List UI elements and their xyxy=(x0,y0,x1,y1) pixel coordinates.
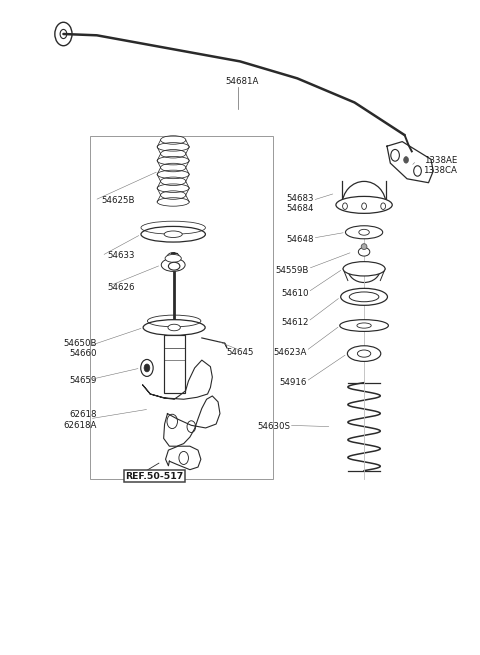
Text: 54659: 54659 xyxy=(70,377,97,386)
Text: 54916: 54916 xyxy=(279,379,307,388)
Ellipse shape xyxy=(341,288,387,305)
Text: 54681A: 54681A xyxy=(226,77,259,86)
Bar xyxy=(164,335,185,393)
Text: 54625B: 54625B xyxy=(101,196,135,205)
Circle shape xyxy=(404,157,408,163)
Text: REF.50-517: REF.50-517 xyxy=(125,472,184,481)
Ellipse shape xyxy=(161,258,185,271)
Text: 54623A: 54623A xyxy=(274,348,307,357)
Ellipse shape xyxy=(165,254,181,262)
Ellipse shape xyxy=(358,350,371,357)
Circle shape xyxy=(144,364,150,372)
Text: 54683
54684: 54683 54684 xyxy=(287,194,314,214)
Ellipse shape xyxy=(141,227,205,242)
Text: 54633: 54633 xyxy=(108,252,135,260)
Ellipse shape xyxy=(346,226,383,239)
Bar xyxy=(90,136,274,479)
Ellipse shape xyxy=(340,320,388,331)
Ellipse shape xyxy=(361,244,367,250)
Ellipse shape xyxy=(357,323,371,328)
Text: 54648: 54648 xyxy=(287,235,314,244)
Ellipse shape xyxy=(349,292,379,302)
Text: 54559B: 54559B xyxy=(276,266,309,274)
Text: 54612: 54612 xyxy=(282,318,309,328)
Ellipse shape xyxy=(336,196,392,214)
Ellipse shape xyxy=(168,324,180,331)
Text: 1338AE
1338CA: 1338AE 1338CA xyxy=(423,156,457,176)
Ellipse shape xyxy=(359,229,369,235)
Ellipse shape xyxy=(348,346,381,362)
Text: 54610: 54610 xyxy=(282,289,309,298)
Text: 54650B
54660: 54650B 54660 xyxy=(63,339,97,358)
Text: 54626: 54626 xyxy=(108,282,135,291)
Ellipse shape xyxy=(359,248,370,256)
Ellipse shape xyxy=(168,262,180,270)
Ellipse shape xyxy=(343,261,385,276)
Text: 54630S: 54630S xyxy=(257,422,290,431)
Text: 54645: 54645 xyxy=(227,348,254,357)
Ellipse shape xyxy=(164,231,182,238)
Ellipse shape xyxy=(143,320,205,335)
Text: 62618
62618A: 62618 62618A xyxy=(63,411,97,430)
